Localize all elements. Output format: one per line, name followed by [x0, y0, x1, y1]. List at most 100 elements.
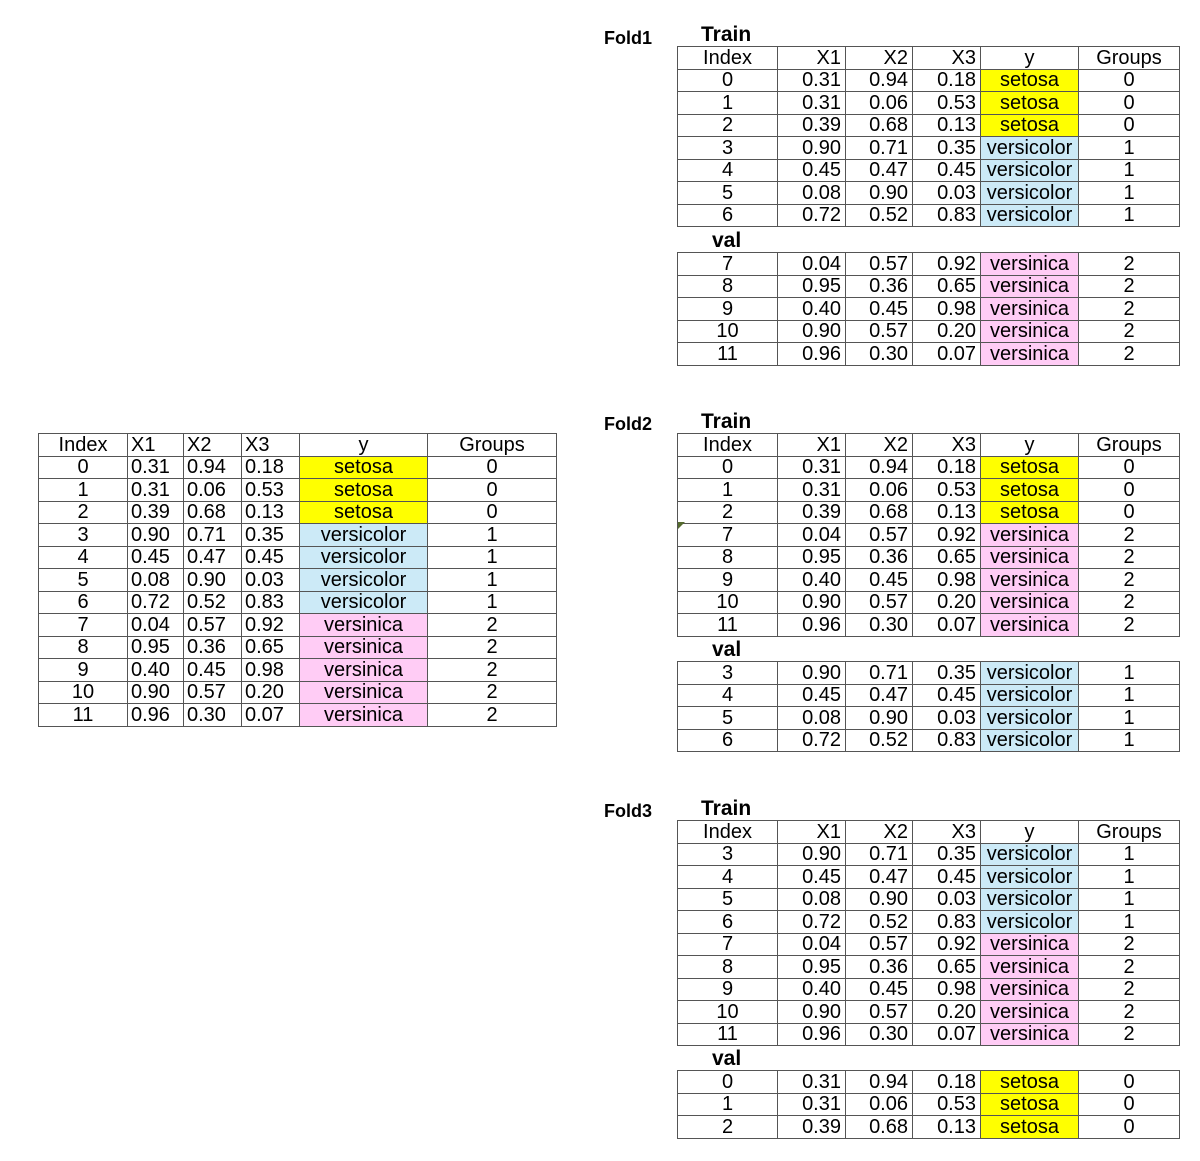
- y-cell: versinica: [980, 590, 1079, 614]
- table-row: 3 0.90 0.71 0.35 versicolor 1: [677, 842, 1180, 866]
- x2-cell: 0.06: [183, 478, 242, 502]
- x1-cell: 0.90: [777, 842, 846, 866]
- x2-cell: 0.90: [845, 706, 913, 730]
- x3-cell: 0.03: [241, 568, 300, 592]
- x2-cell: 0.45: [845, 297, 913, 321]
- table-row: 9 0.40 0.45 0.98 versinica 2: [677, 568, 1180, 592]
- x1-cell: 0.45: [777, 865, 846, 889]
- index-cell: 4: [677, 158, 778, 182]
- y-cell: versicolor: [299, 545, 428, 569]
- groups-cell: 1: [1078, 203, 1180, 227]
- x1-cell: 0.72: [777, 728, 846, 752]
- groups-cell: 0: [1078, 478, 1180, 502]
- x1-cell: 0.39: [777, 1115, 846, 1139]
- index-cell: 11: [677, 1022, 778, 1046]
- column-header: X2: [845, 820, 913, 844]
- table-row: 11 0.96 0.30 0.07 versinica 2: [677, 1022, 1180, 1046]
- index-cell: 2: [677, 500, 778, 524]
- table-row: 6 0.72 0.52 0.83 versicolor 1: [38, 590, 557, 614]
- x3-cell: 0.18: [912, 455, 981, 479]
- table-row: 2 0.39 0.68 0.13 setosa 0: [677, 113, 1180, 137]
- y-cell: versinica: [980, 1022, 1079, 1046]
- x3-cell: 0.45: [912, 158, 981, 182]
- x3-cell: 0.13: [912, 500, 981, 524]
- x2-cell: 0.52: [845, 728, 913, 752]
- x1-cell: 0.90: [777, 319, 846, 343]
- x2-cell: 0.57: [183, 613, 242, 637]
- x1-cell: 0.95: [777, 955, 846, 979]
- table-body: Index X1 X2 X3 y Groups 3 0.90 0.71 0.35 versicolo…: [677, 820, 1180, 1046]
- y-cell: versicolor: [299, 590, 428, 614]
- x3-cell: 0.65: [912, 955, 981, 979]
- groups-cell: 1: [1078, 887, 1180, 911]
- x3-cell: 0.53: [912, 91, 981, 115]
- y-cell: versinica: [299, 658, 428, 682]
- y-cell: versinica: [980, 342, 1079, 366]
- header-row: Index X1 X2 X3 y Groups: [38, 433, 557, 457]
- x2-cell: 0.57: [845, 252, 913, 276]
- x3-cell: 0.20: [912, 590, 981, 614]
- table-row: 5 0.08 0.90 0.03 versicolor 1: [677, 181, 1180, 205]
- x1-cell: 0.40: [777, 568, 846, 592]
- index-cell: 10: [38, 680, 128, 704]
- x3-cell: 0.03: [912, 706, 981, 730]
- column-header: X3: [912, 820, 981, 844]
- x3-cell: 0.98: [241, 658, 300, 682]
- x1-cell: 0.95: [127, 635, 184, 659]
- table-body: Index X1 X2 X3 y Groups 0 0.31 0.94 0.18 setosa 0 1 0…: [677, 433, 1180, 637]
- groups-cell: 1: [1078, 136, 1180, 160]
- x2-cell: 0.90: [845, 887, 913, 911]
- index-cell: 2: [677, 1115, 778, 1139]
- index-cell: 7: [677, 932, 778, 956]
- index-cell: 9: [677, 297, 778, 321]
- table-row: 10 0.90 0.57 0.20 versinica 2: [38, 680, 557, 704]
- y-cell: versicolor: [980, 887, 1079, 911]
- groups-cell: 0: [427, 500, 557, 524]
- column-header: X2: [845, 46, 913, 70]
- x3-cell: 0.83: [912, 728, 981, 752]
- y-cell: versicolor: [980, 181, 1079, 205]
- x2-cell: 0.71: [845, 842, 913, 866]
- column-header: X3: [912, 433, 981, 457]
- y-cell: versinica: [980, 319, 1079, 343]
- x3-cell: 0.20: [241, 680, 300, 704]
- x3-cell: 0.53: [241, 478, 300, 502]
- groups-cell: 2: [1078, 613, 1180, 637]
- y-cell: versinica: [980, 252, 1079, 276]
- index-cell: 10: [677, 1000, 778, 1024]
- x2-cell: 0.57: [845, 523, 913, 547]
- x3-cell: 0.92: [241, 613, 300, 637]
- y-cell: setosa: [980, 91, 1079, 115]
- x2-cell: 0.52: [845, 910, 913, 934]
- index-cell: 1: [38, 478, 128, 502]
- groups-cell: 2: [1078, 955, 1180, 979]
- groups-cell: 1: [1078, 910, 1180, 934]
- groups-cell: 1: [427, 590, 557, 614]
- groups-cell: 2: [1078, 545, 1180, 569]
- x2-cell: 0.47: [845, 865, 913, 889]
- table-row: 10 0.90 0.57 0.20 versinica 2: [677, 319, 1180, 343]
- column-header: Groups: [427, 433, 557, 457]
- x2-cell: 0.71: [845, 136, 913, 160]
- column-header: Groups: [1078, 46, 1180, 70]
- x3-cell: 0.07: [912, 342, 981, 366]
- groups-cell: 0: [1078, 455, 1180, 479]
- y-cell: setosa: [980, 1070, 1079, 1094]
- table-row: 7 0.04 0.57 0.92 versinica 2: [677, 932, 1180, 956]
- groups-cell: 2: [1078, 297, 1180, 321]
- table-row: 1 0.31 0.06 0.53 setosa 0: [38, 478, 557, 502]
- table-row: 8 0.95 0.36 0.65 versinica 2: [677, 545, 1180, 569]
- column-header: X1: [127, 433, 184, 457]
- groups-cell: 1: [1078, 158, 1180, 182]
- y-cell: versicolor: [980, 136, 1079, 160]
- y-cell: versicolor: [980, 842, 1079, 866]
- x2-cell: 0.30: [183, 703, 242, 727]
- index-cell: 1: [677, 1092, 778, 1116]
- table-row: 8 0.95 0.36 0.65 versinica 2: [38, 635, 557, 659]
- y-cell: setosa: [299, 478, 428, 502]
- fold-2-train-label: Train: [701, 410, 752, 433]
- x3-cell: 0.65: [912, 274, 981, 298]
- y-cell: setosa: [980, 478, 1079, 502]
- x1-cell: 0.45: [777, 158, 846, 182]
- x1-cell: 0.31: [777, 1092, 846, 1116]
